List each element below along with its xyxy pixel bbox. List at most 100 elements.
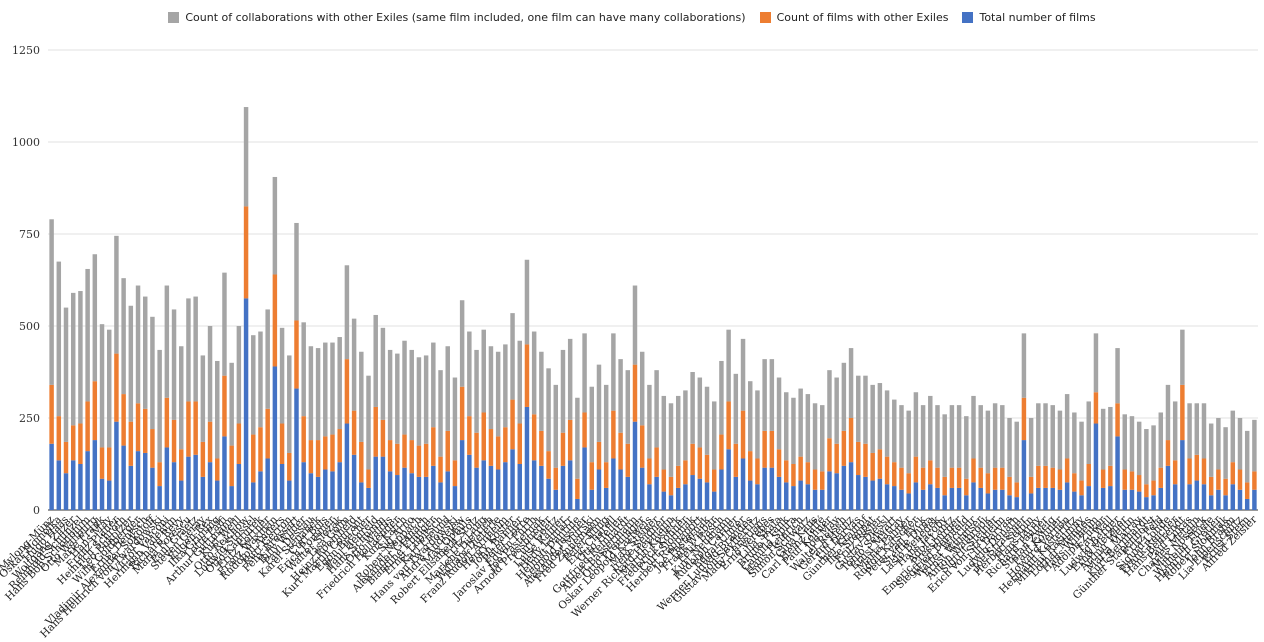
bar-segment [171,309,177,420]
bar-segment [776,476,782,510]
bar-segment [661,469,667,492]
bar-segment [1237,418,1243,470]
bar-segment [323,436,328,470]
bar-segment [719,434,724,470]
bar-segment [733,476,739,510]
bar-segment [366,487,371,510]
bar-segment [935,405,940,468]
bar-segment [798,388,803,457]
bar-segment [848,462,854,510]
bar-segment [711,491,717,510]
bar-segment [351,454,357,510]
bar-segment [1244,482,1250,499]
bar-segment [63,441,69,474]
bar-segment [92,254,98,382]
bar-segment [186,456,191,510]
bar-segment [978,467,983,488]
bar-segment [992,489,998,510]
bar-segment [265,458,270,510]
bar-segment [243,107,249,207]
bar-segment [675,465,681,488]
bar-segment [92,381,98,441]
bar-segment [1000,405,1005,468]
bar-segment [438,482,443,510]
bar-segment [106,447,112,481]
bar-segment [1014,421,1019,483]
bar-segment [1230,410,1236,463]
y-tick-label: 1000 [12,136,40,149]
bar-segment [207,326,213,422]
bar-segment [726,401,731,450]
bar-segment [1129,471,1135,490]
bar-segment [985,410,991,474]
bar-segment [179,480,184,510]
bar-segment [359,482,364,510]
bar-segment [740,410,746,459]
bar-segment [755,458,760,485]
bar-segment [1223,478,1228,496]
bar-segment [207,462,213,510]
bar-segment [63,307,69,442]
bar-segment [971,458,976,483]
bar-segment [827,370,832,439]
bar-segment [906,410,911,474]
bar-segment [683,460,688,485]
bar-segment [1021,333,1027,398]
bar-segment [143,296,148,409]
bar-segment [272,176,278,275]
bar-segment [186,298,191,402]
bar-segment [632,285,638,365]
bar-segment [164,397,170,448]
legend: Count of collaborations with other Exile… [0,8,1264,26]
bar-segment [1086,401,1091,464]
bar-segment [899,467,904,490]
bar-segment [438,456,443,483]
bar-segment [647,384,652,459]
bar-segment [1072,412,1077,474]
bar-segment [639,425,645,468]
bar-segment [1172,460,1178,485]
bar-segment [748,381,753,452]
bar-segment [776,449,782,477]
bar-segment [1129,489,1135,510]
bar-segment [452,486,458,510]
bar-segment [748,480,753,510]
bar-segment [1028,476,1034,494]
bar-segment [755,484,760,510]
bar-segment [625,443,631,477]
bar-segment [1187,403,1192,459]
bar-segment [834,443,839,474]
bar-segment [1237,469,1243,490]
bar-segment [928,395,933,461]
bar-segment [49,219,54,385]
bar-segment [834,473,839,510]
bar-segment [524,344,530,407]
bar-segment [1172,401,1178,461]
bar-segment [258,331,263,428]
bar-segment [179,449,184,481]
bar-segment [1093,333,1099,393]
legend-swatch [759,11,771,23]
bar-segment [330,434,335,472]
bar-segment [157,349,162,463]
bar-segment [337,429,342,463]
bar-segment [1093,423,1099,510]
bar-segment [992,403,998,468]
bar-segment [892,399,897,463]
bar-segment [1072,491,1077,510]
bar-segment [78,464,83,510]
bar-segment [668,476,674,496]
bar-segment [236,464,242,510]
bar-segment [236,326,242,424]
bar-segment [1165,440,1171,466]
bar-segment [279,423,285,464]
bar-segment [265,309,270,409]
bar-segment [337,337,342,430]
bar-segment [848,348,854,418]
bar-segment [1187,484,1192,510]
bar-segment [1072,473,1077,492]
bar-segment [193,401,198,455]
bar-segment [683,390,688,461]
bar-segment [1064,482,1070,510]
bar-segment [171,419,177,463]
